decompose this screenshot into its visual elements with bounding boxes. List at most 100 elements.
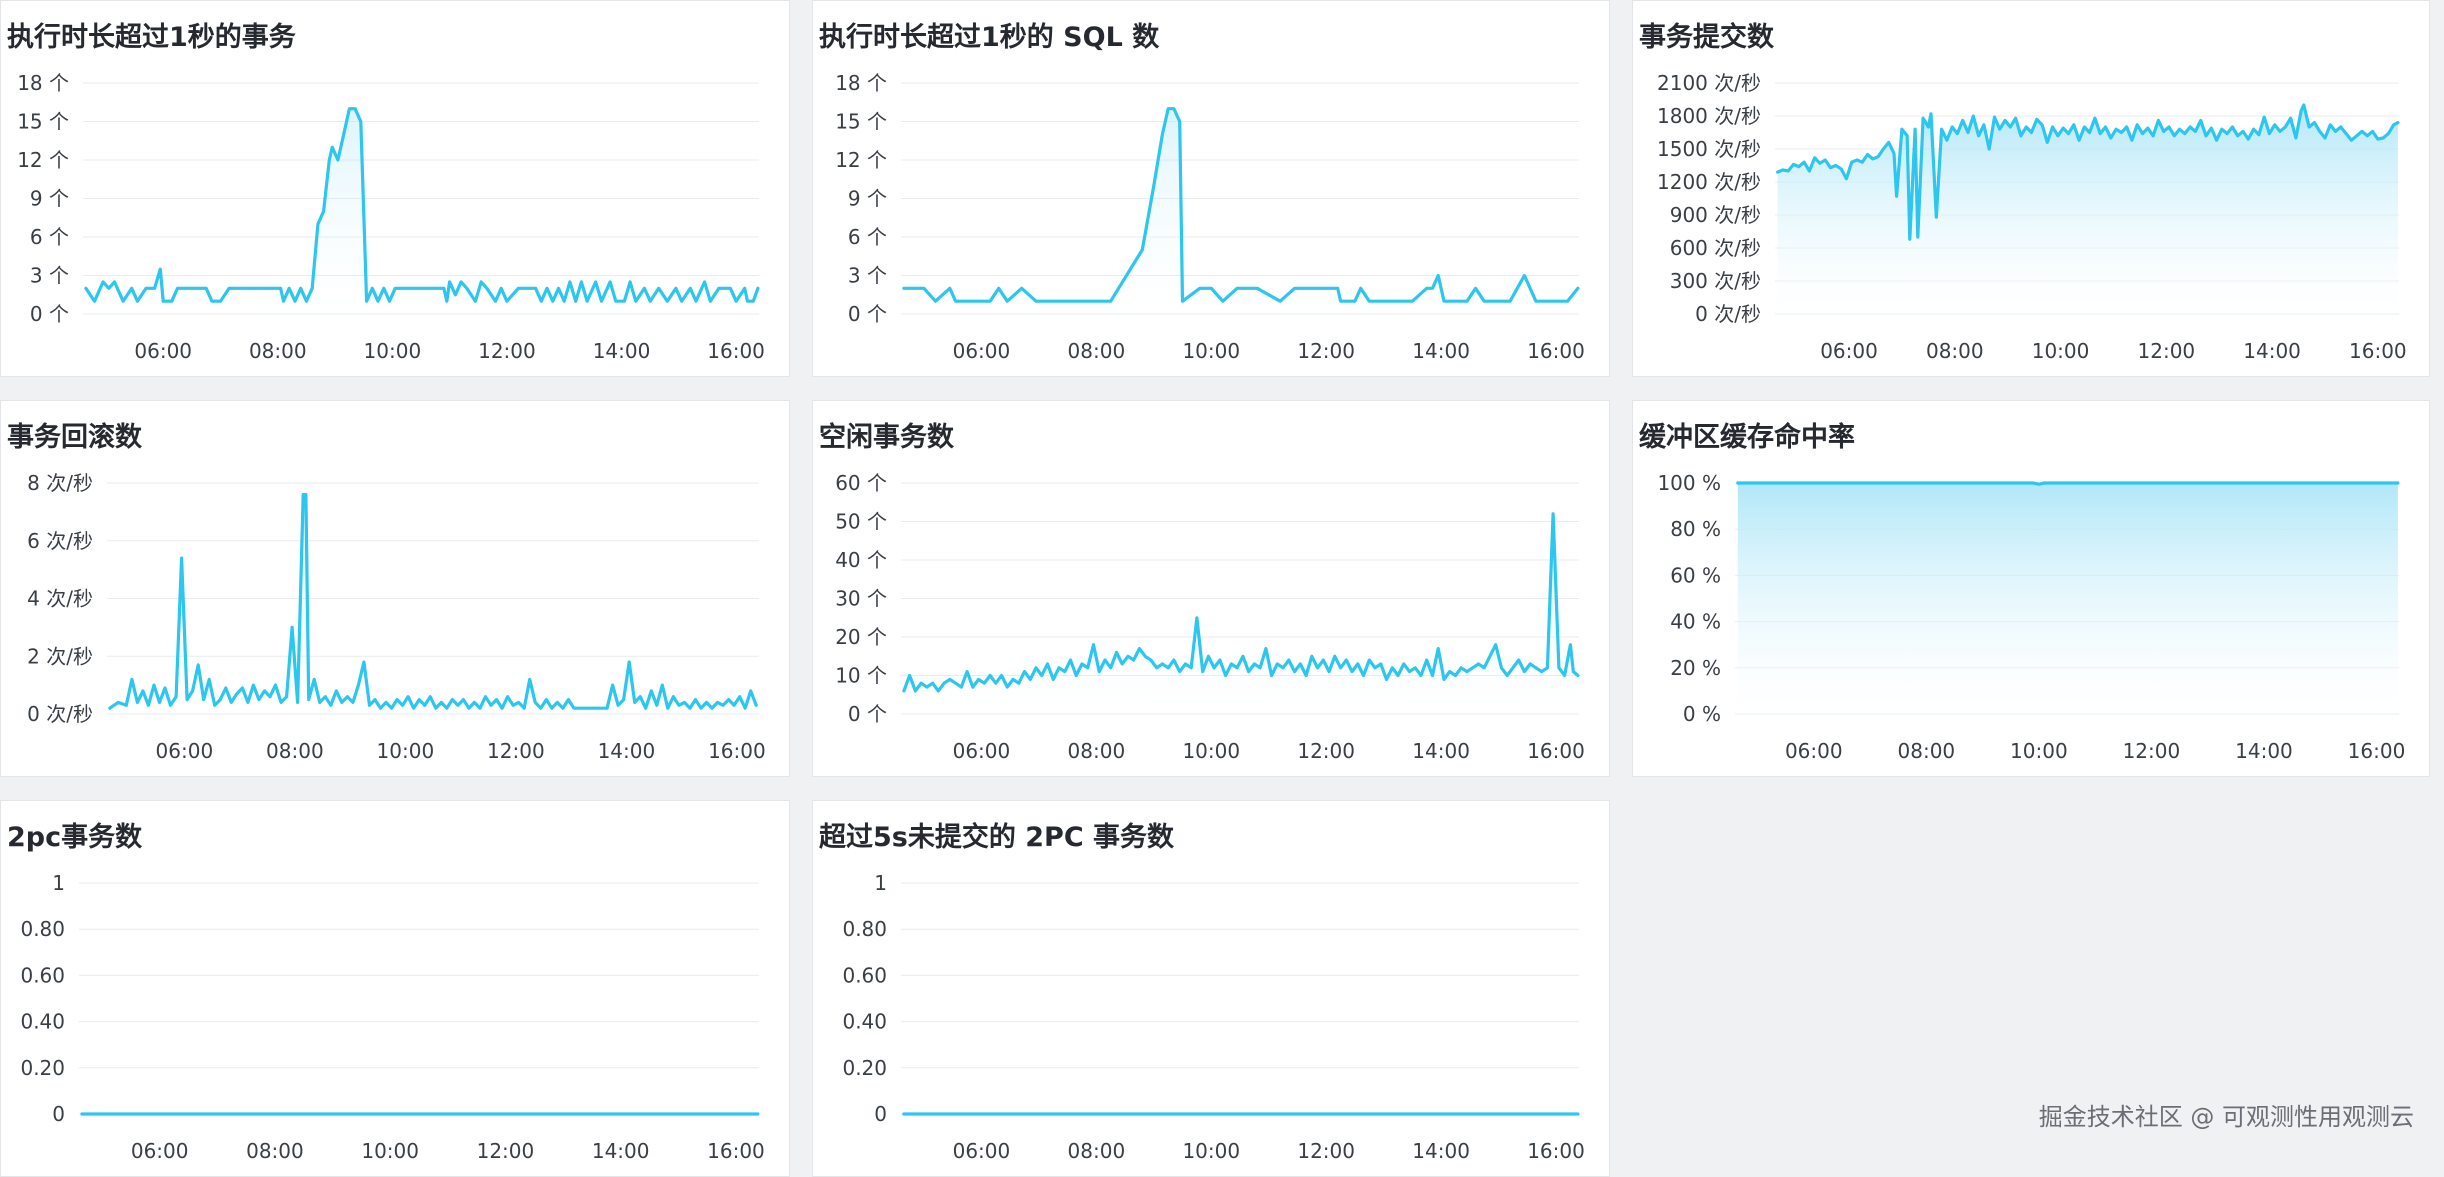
y-tick-label: 0 % xyxy=(1683,702,1721,726)
chart-buffer-hit-ratio: 0 % 20 % 40 % 60 % 80 % 100 % 06:00 08:00 10:00 1… xyxy=(1657,471,2406,763)
y-tick-label: 1200 次/秒 xyxy=(1657,170,1761,194)
watermark: 掘金技术社区 @ 可观测性用观测云 xyxy=(2038,1103,2414,1131)
x-tick-label: 06:00 xyxy=(953,1139,1011,1163)
y-tick-label: 1 xyxy=(874,871,887,895)
x-tick-label: 14:00 xyxy=(1412,339,1470,363)
series-line xyxy=(1776,103,2400,241)
y-tick-label: 10 个 xyxy=(835,664,887,688)
y-tick-label: 6 次/秒 xyxy=(27,529,93,553)
x-tick-label: 16:00 xyxy=(1527,1139,1585,1163)
panel-commit-rate: 事务提交数 0 次/秒 300 次/秒 600 次/秒 900 次/秒 1200 次/秒… xyxy=(1632,0,2430,377)
panel-title: 执行时长超过1秒的事务 xyxy=(7,22,296,53)
x-tick-label: 06:00 xyxy=(953,339,1011,363)
y-tick-label: 0 个 xyxy=(848,702,887,726)
x-tick-label: 12:00 xyxy=(487,739,545,763)
y-tick-label: 1800 次/秒 xyxy=(1657,104,1761,128)
panel-rollback-rate: 事务回滚数 0 次/秒 2 次/秒 4 次/秒 6 次/秒 8 次/秒 06:00 08:0… xyxy=(0,400,790,777)
x-tick-label: 16:00 xyxy=(2348,739,2406,763)
chart-long-transactions: 0 个 3 个 6 个 9 个 12 个 15 个 18 个 06:00 08:00 10:00 1… xyxy=(17,71,765,363)
panel-2pc-transactions: 2pc事务数 0 0.20 0.40 0.60 0.80 1 06:00 08:00 10:00… xyxy=(0,800,790,1177)
series-area xyxy=(903,513,1578,714)
x-tick-label: 10:00 xyxy=(1182,739,1240,763)
chart-long-sql: 0 个 3 个 6 个 9 个 12 个 15 个 18 个 06:00 08:00 10:00 1… xyxy=(835,71,1585,363)
y-tick-label: 20 个 xyxy=(835,625,887,649)
y-tick-label: 12 个 xyxy=(835,148,887,172)
x-tick-label: 16:00 xyxy=(707,1139,765,1163)
y-tick-label: 0 次/秒 xyxy=(27,702,93,726)
y-tick-label: 100 % xyxy=(1657,471,1721,495)
x-tick-label: 06:00 xyxy=(131,1139,189,1163)
x-tick-label: 08:00 xyxy=(1068,739,1126,763)
y-tick-label: 0 个 xyxy=(30,302,69,326)
x-tick-label: 14:00 xyxy=(593,339,651,363)
series-area xyxy=(903,108,1578,314)
series-area xyxy=(85,108,758,314)
y-tick-label: 1 xyxy=(52,871,65,895)
y-tick-label: 40 个 xyxy=(835,548,887,572)
x-tick-label: 10:00 xyxy=(2032,339,2090,363)
x-tick-label: 16:00 xyxy=(1527,339,1585,363)
y-tick-label: 15 个 xyxy=(835,110,887,134)
y-tick-label: 0.60 xyxy=(842,963,887,987)
y-tick-label: 9 个 xyxy=(848,187,887,211)
series-line xyxy=(1736,481,2400,486)
x-tick-label: 06:00 xyxy=(1820,339,1878,363)
x-tick-label: 06:00 xyxy=(1785,739,1843,763)
x-tick-label: 08:00 xyxy=(1068,1139,1126,1163)
y-tick-label: 0.40 xyxy=(20,1010,65,1034)
series-area xyxy=(109,494,757,714)
panel-long-sql: 执行时长超过1秒的 SQL 数 0 个 3 个 6 个 9 个 12 个 15 个 18 个… xyxy=(812,0,1610,377)
y-tick-label: 0 次/秒 xyxy=(1695,302,1761,326)
panel-title: 空闲事务数 xyxy=(819,422,954,453)
series-line xyxy=(902,107,1580,303)
panel-idle-transactions: 空闲事务数 0 个 10 个 20 个 30 个 40 个 50 个 60 个 06:00 08… xyxy=(812,400,1610,777)
y-tick-label: 0.40 xyxy=(842,1010,887,1034)
x-tick-label: 08:00 xyxy=(266,739,324,763)
y-tick-label: 0.20 xyxy=(20,1056,65,1080)
series-line xyxy=(108,493,758,710)
y-tick-label: 3 个 xyxy=(30,264,69,288)
x-tick-label: 10:00 xyxy=(1182,1139,1240,1163)
panel-title: 事务回滚数 xyxy=(7,422,142,453)
x-tick-label: 08:00 xyxy=(249,339,307,363)
panel-title: 缓冲区缓存命中率 xyxy=(1639,422,1855,453)
x-tick-label: 14:00 xyxy=(1412,739,1470,763)
x-tick-label: 08:00 xyxy=(1926,339,1984,363)
y-tick-label: 12 个 xyxy=(17,148,69,172)
x-tick-label: 16:00 xyxy=(1527,739,1585,763)
y-tick-label: 30 个 xyxy=(835,587,887,611)
x-tick-label: 08:00 xyxy=(1898,739,1956,763)
y-tick-label: 50 个 xyxy=(835,510,887,534)
panel-title: 事务提交数 xyxy=(1639,22,1774,53)
y-tick-label: 4 次/秒 xyxy=(27,587,93,611)
x-tick-label: 14:00 xyxy=(592,1139,650,1163)
y-tick-label: 0.20 xyxy=(842,1056,887,1080)
x-tick-label: 16:00 xyxy=(708,739,766,763)
series-area xyxy=(1777,105,2398,314)
y-tick-label: 9 个 xyxy=(30,187,69,211)
x-tick-label: 14:00 xyxy=(1412,1139,1470,1163)
x-tick-label: 10:00 xyxy=(2010,739,2068,763)
x-tick-label: 06:00 xyxy=(134,339,192,363)
y-tick-label: 60 个 xyxy=(835,471,887,495)
y-tick-label: 18 个 xyxy=(835,71,887,95)
y-tick-label: 0 xyxy=(52,1102,65,1126)
y-tick-label: 0 个 xyxy=(848,302,887,326)
x-tick-label: 14:00 xyxy=(2235,739,2293,763)
y-tick-label: 2 次/秒 xyxy=(27,644,93,668)
x-tick-label: 12:00 xyxy=(1297,1139,1355,1163)
y-tick-label: 6 个 xyxy=(30,225,69,249)
panel-title: 执行时长超过1秒的 SQL 数 xyxy=(819,22,1160,53)
y-tick-label: 2100 次/秒 xyxy=(1657,71,1761,95)
x-tick-label: 14:00 xyxy=(598,739,656,763)
panel-title: 超过5s未提交的 2PC 事务数 xyxy=(819,822,1175,853)
x-tick-label: 12:00 xyxy=(477,1139,535,1163)
y-tick-label: 40 % xyxy=(1670,610,1721,634)
chart-2pc-uncommitted: 0 0.20 0.40 0.60 0.80 1 06:00 08:00 10:00 12:00 14… xyxy=(842,871,1585,1163)
y-tick-label: 300 次/秒 xyxy=(1670,269,1761,293)
x-tick-label: 06:00 xyxy=(953,739,1011,763)
series-line xyxy=(84,107,760,303)
series-line xyxy=(902,512,1580,693)
y-tick-label: 20 % xyxy=(1670,656,1721,680)
x-tick-label: 08:00 xyxy=(246,1139,304,1163)
